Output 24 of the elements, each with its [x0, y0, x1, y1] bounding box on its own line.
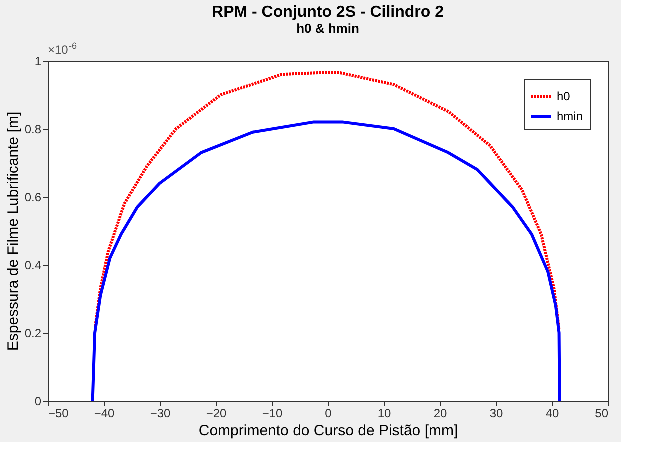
legend-label: h0: [557, 90, 571, 104]
y-tick-label: 0.4: [24, 258, 42, 272]
x-tick-label: 0: [325, 406, 332, 420]
x-axis-title: Comprimento do Curso de Pistão [mm]: [198, 422, 458, 440]
x-tick-label: 30: [490, 406, 504, 420]
chart-subtitle: h0 & hmin: [296, 21, 360, 36]
y-tick-label: 0.8: [24, 122, 42, 136]
x-tick-label: 20: [434, 406, 448, 420]
x-tick-label: 50: [595, 406, 609, 420]
legend-label: hmin: [557, 110, 584, 124]
y-tick-label: 0.2: [24, 326, 42, 340]
x-tick-label: 40: [546, 406, 560, 420]
x-tick-label: −30: [150, 406, 171, 420]
y-tick-label: 0: [34, 394, 42, 408]
y-axis-title: Espessura de Filme Lubrificante [m]: [4, 112, 22, 352]
x-tick-label: 10: [378, 406, 392, 420]
x-tick-label: −40: [94, 406, 115, 420]
x-tick-label: −50: [48, 406, 70, 420]
x-tick-label: −20: [206, 406, 227, 420]
y-tick-label: 1: [34, 54, 42, 68]
chart-title: RPM - Conjunto 2S - Cilindro 2: [212, 4, 444, 21]
x-tick-label: −10: [262, 406, 283, 420]
line-series: [91, 120, 562, 402]
y-tick-label: 0.6: [24, 190, 42, 204]
